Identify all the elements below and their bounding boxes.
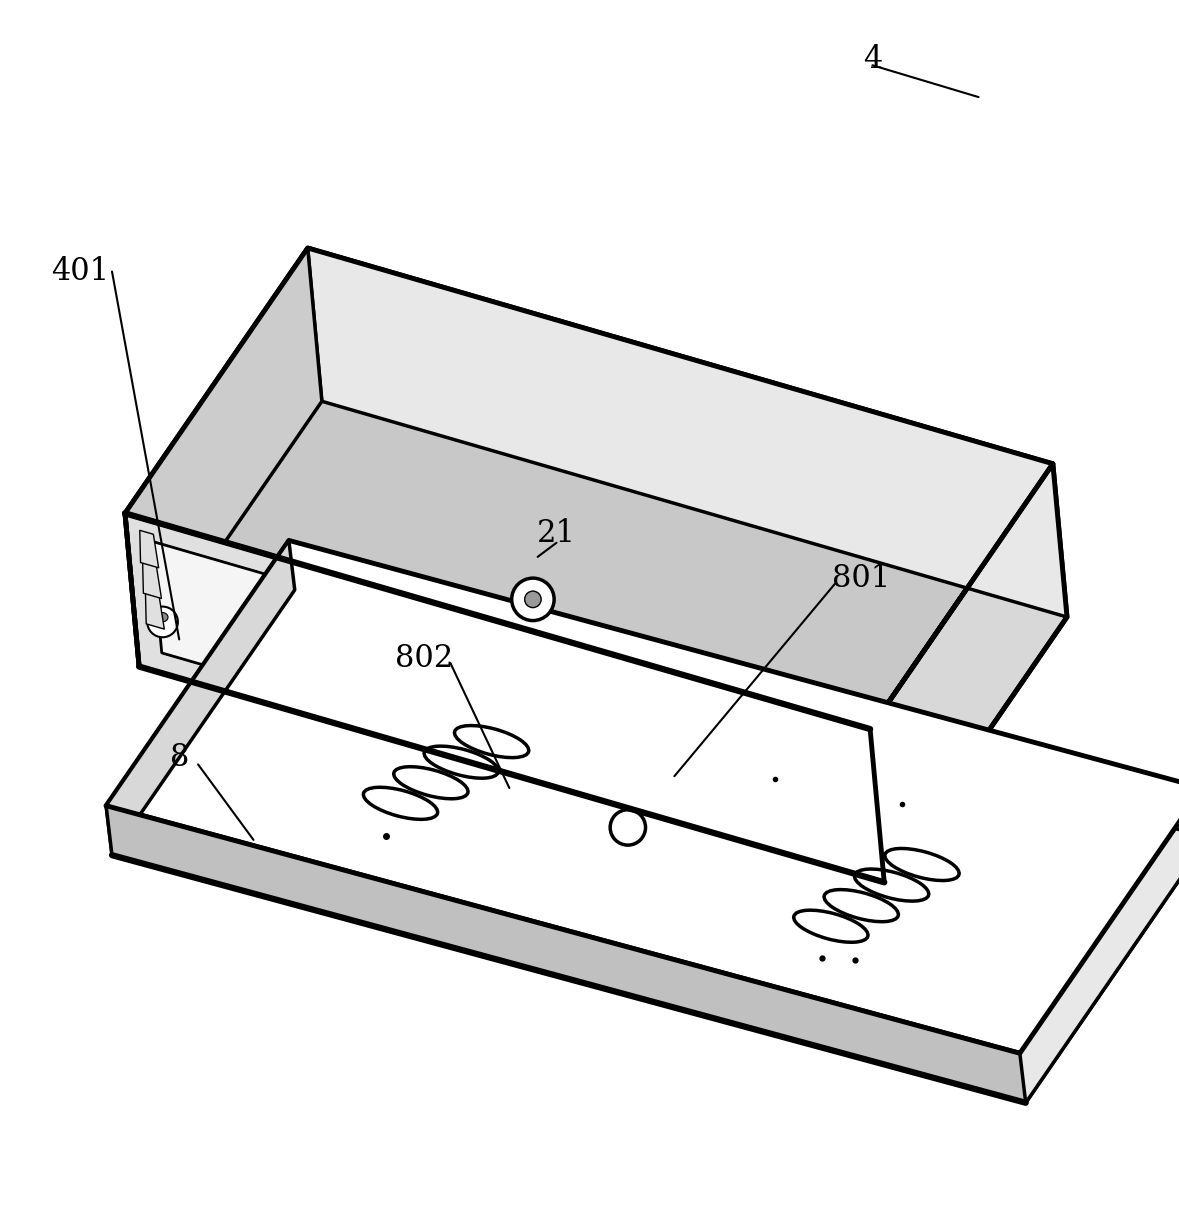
Polygon shape	[152, 541, 857, 854]
Ellipse shape	[824, 890, 898, 921]
Text: 802: 802	[395, 643, 454, 674]
Polygon shape	[152, 541, 857, 854]
Polygon shape	[125, 513, 884, 882]
Text: 401: 401	[51, 256, 110, 287]
Ellipse shape	[855, 869, 929, 901]
Circle shape	[147, 606, 178, 637]
Polygon shape	[143, 561, 162, 599]
Polygon shape	[106, 806, 1026, 1103]
Ellipse shape	[793, 910, 868, 942]
Polygon shape	[870, 464, 1067, 882]
Text: 8: 8	[170, 742, 189, 773]
Polygon shape	[160, 636, 857, 854]
Polygon shape	[152, 541, 849, 761]
Polygon shape	[1020, 788, 1179, 1103]
Text: 4: 4	[863, 44, 882, 75]
Polygon shape	[125, 248, 1053, 729]
Polygon shape	[140, 530, 159, 568]
Polygon shape	[289, 540, 1179, 838]
Text: 21: 21	[536, 518, 577, 548]
Polygon shape	[106, 540, 295, 855]
Polygon shape	[125, 248, 322, 666]
Ellipse shape	[424, 746, 499, 778]
Polygon shape	[308, 248, 1067, 617]
Ellipse shape	[157, 612, 169, 622]
Polygon shape	[145, 591, 164, 629]
Polygon shape	[106, 540, 1179, 1053]
Circle shape	[525, 591, 541, 607]
Ellipse shape	[424, 639, 468, 663]
Circle shape	[512, 578, 554, 621]
Ellipse shape	[536, 677, 580, 702]
Polygon shape	[710, 720, 758, 809]
Polygon shape	[542, 672, 592, 760]
Ellipse shape	[363, 788, 437, 820]
Ellipse shape	[394, 767, 468, 799]
Text: 801: 801	[831, 563, 890, 594]
Circle shape	[611, 810, 646, 845]
Ellipse shape	[454, 725, 528, 757]
Polygon shape	[112, 590, 1179, 1103]
Polygon shape	[362, 620, 410, 708]
Polygon shape	[189, 569, 237, 658]
Ellipse shape	[885, 848, 960, 881]
